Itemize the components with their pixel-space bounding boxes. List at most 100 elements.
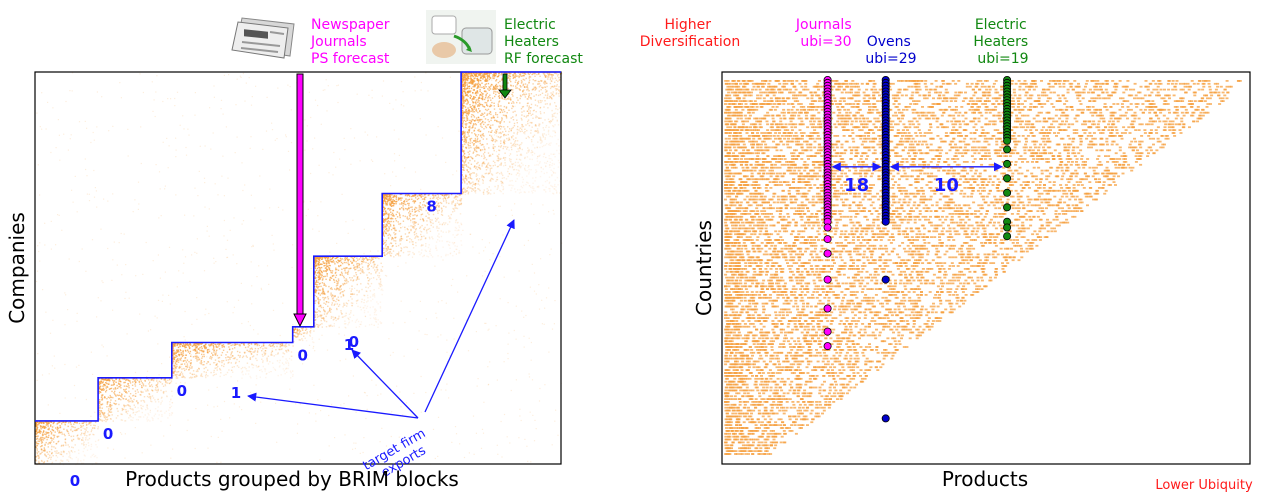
density-speck — [333, 295, 335, 298]
density-speck — [44, 244, 46, 246]
density-speck — [500, 142, 502, 145]
density-speck — [398, 138, 400, 140]
density-speck — [98, 383, 100, 385]
density-speck — [123, 388, 125, 391]
density-speck — [264, 353, 267, 355]
density-speck — [454, 221, 457, 224]
density-speck — [216, 354, 219, 357]
density-speck — [387, 221, 389, 223]
density-speck — [401, 238, 404, 240]
density-speck — [45, 441, 47, 444]
density-speck — [42, 431, 44, 434]
density-speck — [44, 449, 46, 451]
density-speck — [554, 135, 556, 137]
density-speck — [432, 194, 434, 196]
density-speck — [402, 91, 404, 93]
density-speck — [373, 324, 375, 326]
density-speck — [414, 221, 416, 223]
density-speck — [384, 213, 386, 216]
density-speck — [177, 353, 180, 356]
density-speck — [426, 224, 428, 226]
density-speck — [93, 434, 95, 436]
density-speck — [379, 455, 382, 457]
density-speck — [266, 360, 268, 362]
density-speck — [419, 195, 421, 197]
density-speck — [456, 196, 459, 198]
density-speck — [128, 387, 130, 389]
density-speck — [264, 352, 267, 354]
density-speck — [415, 228, 417, 230]
density-speck — [128, 401, 130, 403]
density-speck — [98, 390, 100, 392]
density-speck — [386, 223, 388, 226]
density-speck — [245, 368, 247, 370]
density-speck — [454, 204, 457, 206]
density-speck — [488, 242, 491, 244]
density-speck — [325, 259, 327, 261]
density-speck — [412, 241, 414, 243]
density-speck — [179, 345, 181, 348]
density-speck — [324, 264, 326, 267]
density-speck — [432, 213, 435, 216]
density-speck — [175, 156, 177, 158]
density-speck — [201, 375, 204, 378]
density-speck — [389, 203, 391, 206]
density-speck — [63, 451, 65, 453]
density-speck — [397, 253, 399, 256]
density-speck — [203, 177, 206, 179]
density-speck — [389, 252, 391, 255]
density-speck — [76, 422, 78, 424]
density-speck — [156, 75, 158, 77]
density-speck — [382, 238, 384, 240]
density-speck — [164, 378, 166, 380]
density-speck — [120, 395, 122, 397]
density-speck — [526, 445, 528, 447]
density-speck — [209, 107, 211, 109]
density-speck — [172, 343, 175, 346]
density-speck — [425, 209, 427, 212]
density-speck — [374, 269, 376, 271]
density-speck — [245, 82, 247, 84]
density-speck — [266, 372, 268, 375]
density-speck — [422, 244, 424, 246]
density-speck — [66, 459, 68, 461]
density-speck — [356, 300, 358, 302]
density-speck — [184, 344, 186, 346]
density-speck — [524, 133, 526, 135]
density-speck — [360, 283, 362, 285]
density-speck — [460, 202, 463, 205]
density-speck — [99, 385, 102, 387]
density-speck — [358, 258, 361, 260]
density-speck — [242, 189, 244, 192]
density-speck — [480, 92, 483, 94]
density-speck — [43, 448, 46, 450]
density-speck — [519, 127, 521, 129]
density-speck — [43, 460, 46, 463]
density-speck — [402, 208, 405, 210]
density-speck — [155, 387, 157, 389]
density-speck — [384, 226, 386, 228]
density-speck — [65, 421, 67, 423]
density-speck — [319, 459, 321, 461]
density-speck — [413, 195, 415, 197]
density-speck — [86, 449, 89, 451]
density-speck — [250, 377, 252, 379]
density-speck — [544, 89, 547, 91]
density-speck — [55, 244, 57, 246]
density-speck — [453, 242, 455, 244]
density-speck — [285, 349, 287, 352]
density-speck — [317, 297, 319, 299]
density-speck — [264, 368, 266, 370]
density-speck — [118, 398, 121, 400]
density-speck — [449, 252, 452, 254]
density-speck — [421, 224, 423, 227]
density-speck — [388, 198, 390, 200]
density-speck — [226, 351, 229, 353]
density-speck — [290, 109, 292, 111]
density-speck — [56, 450, 58, 452]
density-speck — [387, 252, 389, 254]
density-speck — [61, 444, 63, 447]
density-speck — [435, 247, 437, 249]
density-speck — [448, 397, 450, 399]
density-speck — [437, 196, 439, 198]
